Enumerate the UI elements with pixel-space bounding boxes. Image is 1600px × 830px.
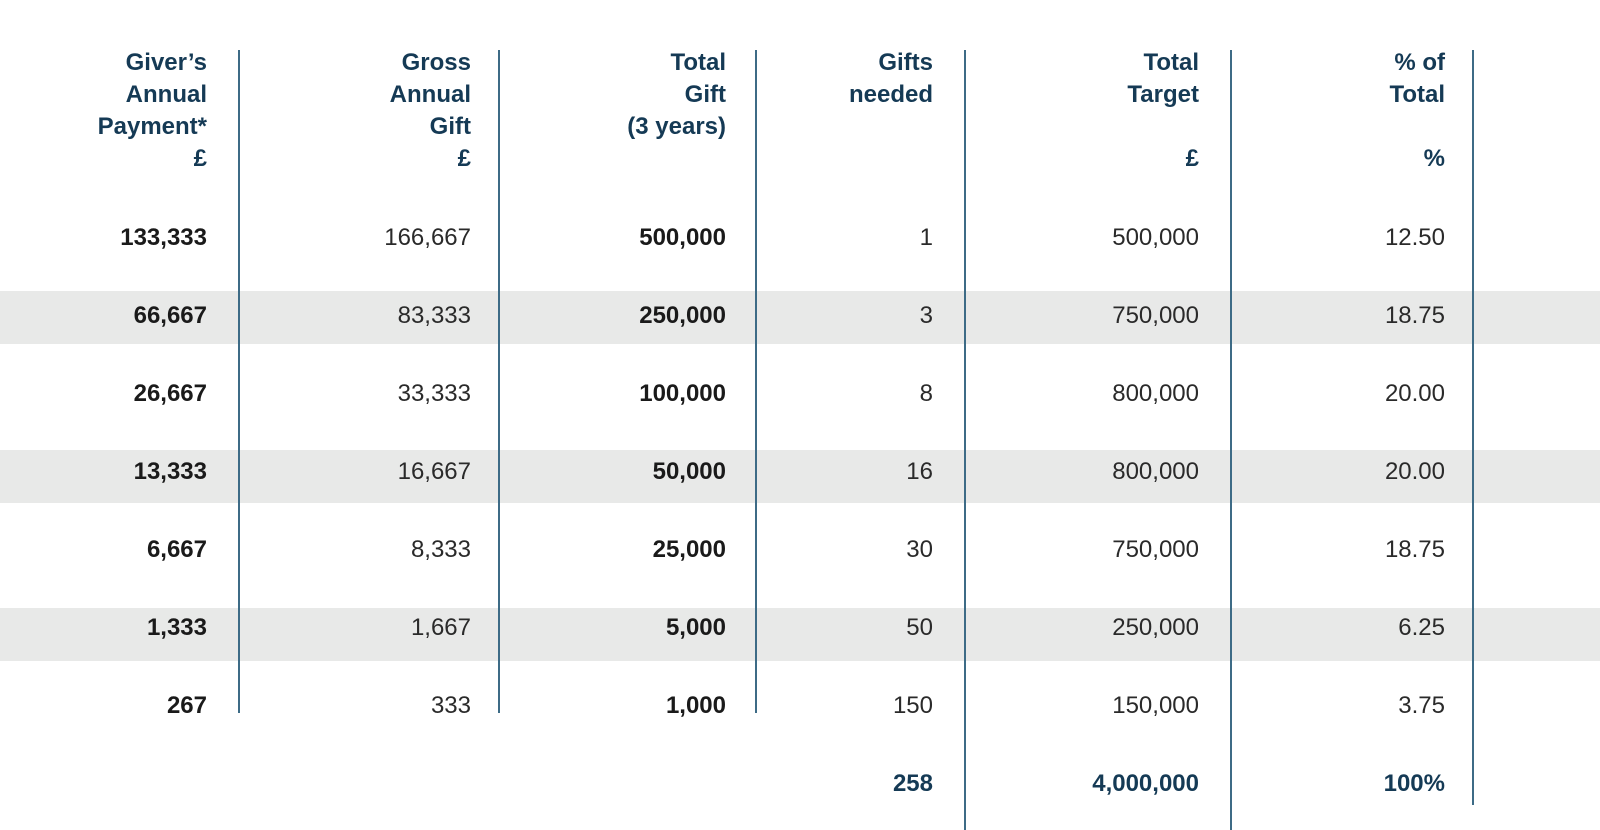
row-stripe	[0, 608, 1600, 661]
column-header: Giver’s Annual Payment* £	[98, 47, 207, 175]
column-divider	[1472, 50, 1474, 805]
percent-total: 100%	[1383, 770, 1445, 797]
table-cell: 18.75	[1384, 302, 1445, 329]
column-header-line	[1389, 111, 1445, 143]
column-divider	[498, 50, 500, 713]
table-cell: 1	[919, 224, 933, 251]
table-cell: 133,333	[120, 224, 207, 251]
table-cell: 150,000	[1112, 692, 1199, 719]
column-header-line: Total	[1389, 81, 1445, 108]
column-header-line	[1127, 111, 1199, 143]
table-cell: 1,333	[146, 614, 207, 641]
column-header-line: £	[193, 145, 207, 172]
row-stripe	[0, 291, 1600, 344]
table-cell: 50,000	[652, 458, 726, 485]
table-cell: 3.75	[1398, 692, 1445, 719]
column-divider	[755, 50, 757, 713]
table-cell: 750,000	[1112, 536, 1199, 563]
table-cell: 250,000	[1112, 614, 1199, 641]
table-cell: 16,667	[397, 458, 471, 485]
column-header-line: Gross	[401, 49, 471, 76]
table-cell: 333	[430, 692, 471, 719]
column-header-line: Giver’s	[125, 49, 207, 76]
table-cell: 6,667	[146, 536, 207, 563]
column-divider	[1230, 50, 1232, 830]
table-cell: 20.00	[1384, 458, 1445, 485]
table-cell: 50	[906, 614, 933, 641]
column-header-line: £	[457, 145, 471, 172]
column-header-line: Annual	[125, 81, 207, 108]
table-cell: 166,667	[384, 224, 471, 251]
column-divider	[238, 50, 240, 713]
column-header-line: Total	[1143, 49, 1199, 76]
table-cell: 800,000	[1112, 458, 1199, 485]
table-cell: 500,000	[1112, 224, 1199, 251]
table-cell: 20.00	[1384, 380, 1445, 407]
column-header: Total Gift (3 years)	[627, 47, 726, 175]
column-divider	[964, 50, 966, 830]
total-target-total: 4,000,000	[1092, 770, 1199, 797]
table-cell: 30	[906, 536, 933, 563]
column-header-line	[849, 143, 933, 175]
table-cell: 13,333	[133, 458, 207, 485]
column-header-line	[849, 111, 933, 143]
column-header-line: Target	[1127, 81, 1199, 108]
column-header-line: %	[1423, 145, 1445, 172]
table-cell: 8,333	[410, 536, 471, 563]
table-cell: 33,333	[397, 380, 471, 407]
table-cell: 500,000	[639, 224, 726, 251]
column-header-line: needed	[848, 81, 933, 108]
table-cell: 25,000	[652, 536, 726, 563]
column-header-line: Gift	[684, 81, 726, 108]
table-cell: 26,667	[133, 380, 207, 407]
table-cell: 18.75	[1384, 536, 1445, 563]
row-stripe	[0, 450, 1600, 503]
table-cell: 800,000	[1112, 380, 1199, 407]
table-cell: 8	[919, 380, 933, 407]
column-header-line: Gifts	[878, 49, 933, 76]
column-header-line: (3 years)	[627, 113, 726, 140]
gifts-needed-total: 258	[892, 770, 933, 797]
table-cell: 3	[919, 302, 933, 329]
table-cell: 12.50	[1384, 224, 1445, 251]
table-cell: 16	[906, 458, 933, 485]
table-cell: 1,667	[410, 614, 471, 641]
column-header: Total Target £	[1127, 47, 1199, 175]
table-cell: 66,667	[133, 302, 207, 329]
column-header-line: Gift	[429, 113, 471, 140]
table-cell: 83,333	[397, 302, 471, 329]
table-cell: 100,000	[639, 380, 726, 407]
column-header-line: £	[1185, 145, 1199, 172]
column-header-line: Annual	[389, 81, 471, 108]
column-header-line: Payment*	[97, 113, 207, 140]
column-header: Gross Annual Gift £	[390, 47, 471, 175]
table-cell: 750,000	[1112, 302, 1199, 329]
table-cell: 1,000	[665, 692, 726, 719]
column-header: Gifts needed	[849, 47, 933, 175]
table-cell: 5,000	[665, 614, 726, 641]
column-header-line	[627, 143, 726, 175]
column-header: % of Total %	[1389, 47, 1445, 175]
table-cell: 267	[166, 692, 207, 719]
table-cell: 250,000	[639, 302, 726, 329]
table-cell: 6.25	[1398, 614, 1445, 641]
column-header-line: Total	[670, 49, 726, 76]
table-cell: 150	[892, 692, 933, 719]
column-header-line: % of	[1394, 49, 1445, 76]
